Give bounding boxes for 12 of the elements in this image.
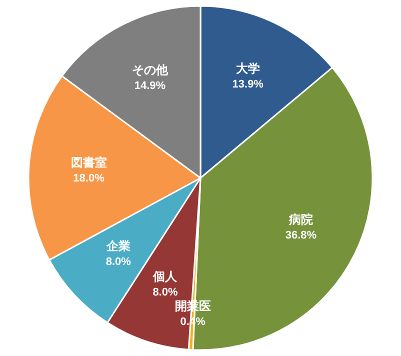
slice-label: その他 — [132, 63, 169, 78]
data-label: 8.0% — [106, 256, 132, 268]
data-label: 14.9% — [134, 80, 166, 92]
slice-label: 企業 — [105, 239, 130, 254]
slice-label: 大学 — [236, 62, 260, 76]
data-label: 8.0% — [152, 286, 178, 298]
slice-label: 病院 — [288, 212, 313, 227]
data-label: 13.9% — [232, 78, 264, 91]
slice-label: 図書室 — [70, 155, 107, 170]
slice-label: 個人 — [152, 269, 178, 284]
data-label: 36.8% — [285, 230, 317, 242]
data-label: 18.0% — [73, 172, 105, 184]
